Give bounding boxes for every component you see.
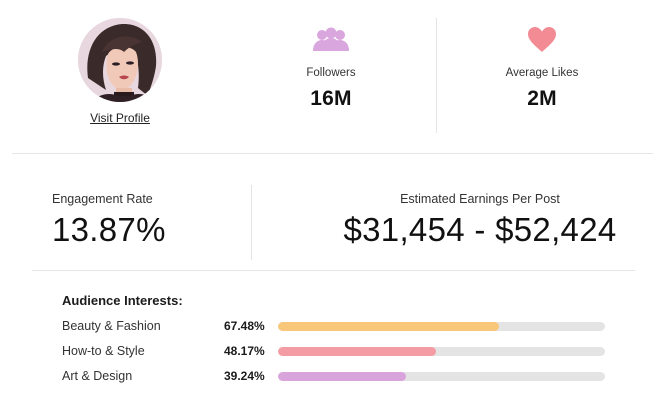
profile-avatar[interactable] [78,18,162,102]
engagement-value: 13.87% [52,211,166,248]
section-divider-bottom [32,270,635,271]
interest-name: Beauty & Fashion [62,319,161,333]
followers-stat: Followers 16M [256,22,406,122]
average-likes-value: 2M [527,87,557,110]
avatar-illustration [78,18,162,102]
earnings-label: Estimated Earnings Per Post [400,192,560,206]
section-divider-top [12,153,653,154]
average-likes-stat: Average Likes 2M [467,22,617,122]
followers-icon [312,26,350,57]
earnings-value: $31,454 - $52,424 [343,211,617,248]
interest-name: How-to & Style [62,344,145,358]
visit-profile-link[interactable]: Visit Profile [90,111,150,125]
interest-percent: 67.48% [224,319,265,333]
top-divider [436,18,437,133]
followers-label: Followers [306,67,356,79]
interest-bar-fill [278,372,407,381]
interest-bar-fill [278,347,436,356]
interest-row: Art & Design 39.24% [62,368,607,386]
heart-icon [527,26,557,58]
interest-percent: 39.24% [224,369,265,383]
interest-bar-track [278,372,605,381]
interest-percent: 48.17% [224,344,265,358]
interest-bar-track [278,347,605,356]
interest-bar-track [278,322,605,331]
interest-name: Art & Design [62,369,133,383]
engagement-label: Engagement Rate [52,192,153,206]
middle-divider [251,185,252,260]
audience-interests-title: Audience Interests: [62,293,183,308]
interest-row: How-to & Style 48.17% [62,343,607,361]
interest-row: Beauty & Fashion 67.48% [62,318,607,336]
followers-value: 16M [310,87,352,110]
interest-bar-fill [278,322,499,331]
average-likes-label: Average Likes [505,67,579,79]
